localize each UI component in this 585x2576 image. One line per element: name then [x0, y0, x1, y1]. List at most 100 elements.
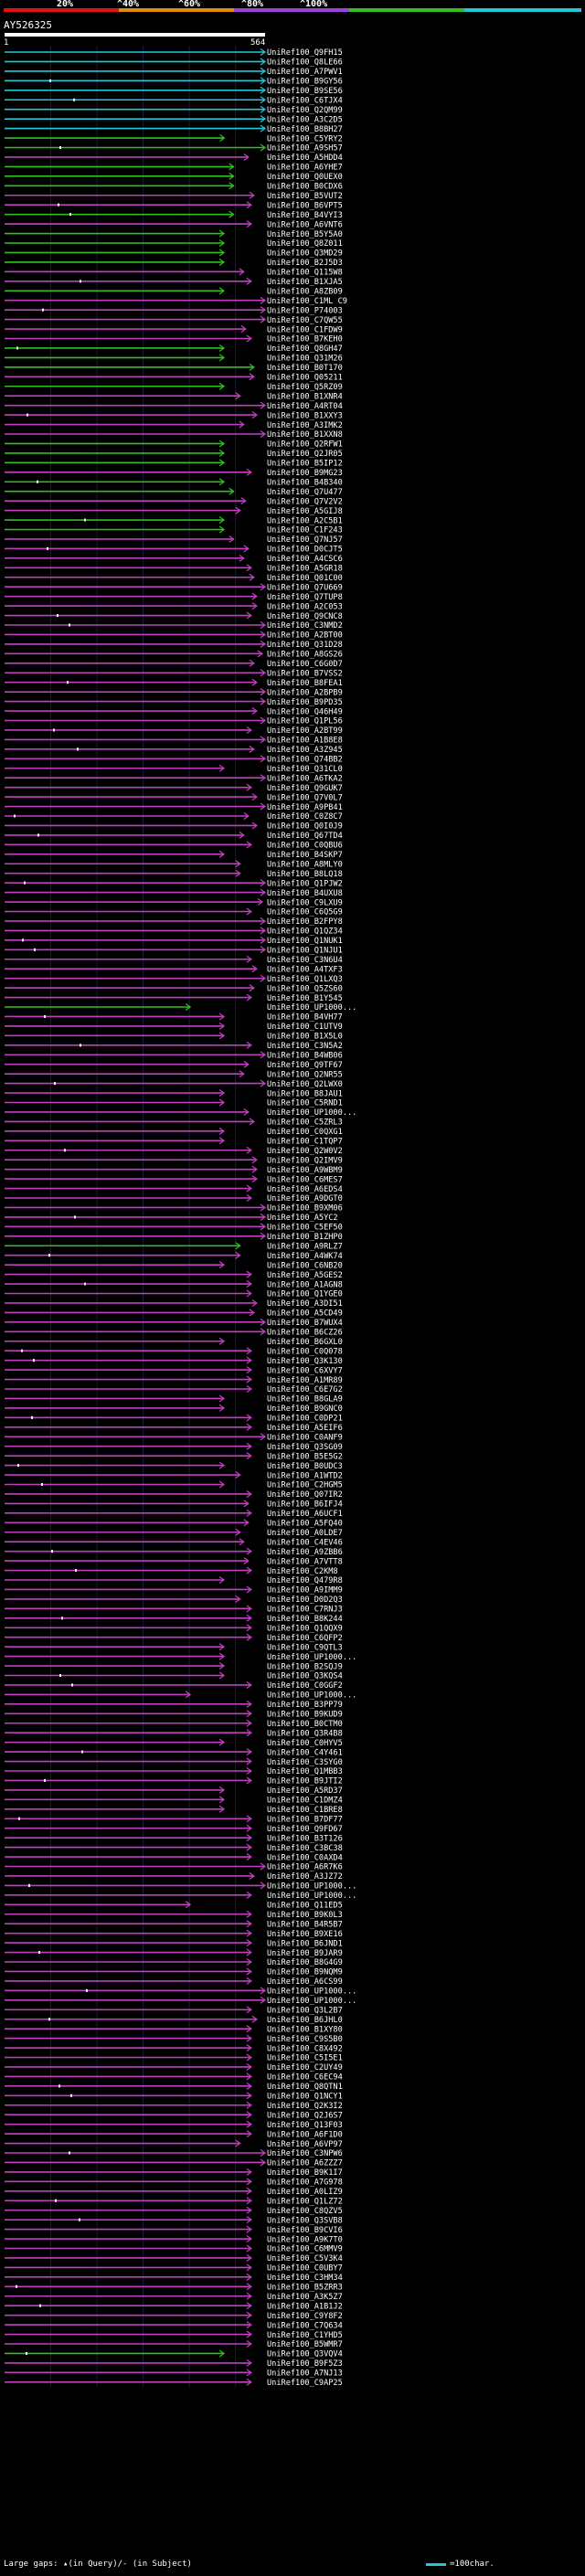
hit-label[interactable]: UniRef100_Q8QTN1	[267, 2083, 343, 2092]
hit-row[interactable]: UniRef100_B7VSS2	[5, 669, 343, 678]
hit-row[interactable]: UniRef100_C5RND1	[5, 1098, 343, 1108]
hit-row[interactable]: UniRef100_Q2J6S7	[5, 2111, 343, 2120]
hit-label[interactable]: UniRef100_Q31CL0	[267, 765, 343, 774]
hit-row[interactable]: UniRef100_B8JAU1	[5, 1089, 343, 1098]
hit-label[interactable]: UniRef100_Q67TD4	[267, 832, 343, 841]
hit-label[interactable]: UniRef100_B9GY56	[267, 78, 343, 87]
hit-label[interactable]: UniRef100_C9LXU9	[267, 898, 343, 907]
hit-label[interactable]: UniRef100_Q3K130	[267, 1357, 343, 1366]
hit-label[interactable]: UniRef100_C0HYV5	[267, 1739, 343, 1748]
hit-label[interactable]: UniRef100_Q7V0L7	[267, 793, 343, 802]
hit-label[interactable]: UniRef100_A6YHE7	[267, 164, 343, 173]
hit-label[interactable]: UniRef100_C0Z8C7	[267, 812, 343, 822]
hit-label[interactable]: UniRef100_C7Q634	[267, 2321, 343, 2330]
hit-label[interactable]: UniRef100_B9F5Z3	[267, 2359, 343, 2369]
hit-row[interactable]: UniRef100_P74003	[5, 306, 343, 315]
hit-row[interactable]: UniRef100_A9IMM9	[5, 1585, 343, 1595]
hit-row[interactable]: UniRef100_Q9TF67	[5, 1060, 343, 1070]
hit-row[interactable]: UniRef100_A9SH57	[5, 143, 343, 154]
hit-label[interactable]: UniRef100_B5WMR7	[267, 2340, 343, 2349]
hit-row[interactable]: UniRef100_C7QW55	[5, 315, 343, 325]
hit-row[interactable]: UniRef100_A5GES2	[5, 1270, 343, 1280]
hit-row[interactable]: UniRef100_A3K5Z7	[5, 2292, 343, 2302]
hit-label[interactable]: UniRef100_Q3MD29	[267, 249, 343, 259]
hit-label[interactable]: UniRef100_B8G4G9	[267, 1958, 343, 1967]
hit-label[interactable]: UniRef100_UP1000...	[267, 1988, 356, 1997]
hit-row[interactable]: UniRef100_C0HYV5	[5, 1738, 343, 1748]
hit-label[interactable]: UniRef100_B8JAU1	[267, 1089, 343, 1098]
hit-row[interactable]: UniRef100_B1XXY3	[5, 411, 343, 420]
hit-label[interactable]: UniRef100_C3NPW6	[267, 2149, 343, 2158]
hit-label[interactable]: UniRef100_A1B1J2	[267, 2302, 343, 2311]
hit-label[interactable]: UniRef100_Q3SVB8	[267, 2216, 343, 2225]
hit-row[interactable]: UniRef100_C3HM34	[5, 2273, 343, 2283]
hit-label[interactable]: UniRef100_B4WB06	[267, 1051, 343, 1060]
hit-row[interactable]: UniRef100_A8MLY0	[5, 860, 343, 869]
hit-row[interactable]: UniRef100_Q5RZ09	[5, 382, 343, 392]
hit-label[interactable]: UniRef100_Q0I0J9	[267, 822, 343, 832]
hit-row[interactable]: UniRef100_C0DP21	[5, 1414, 343, 1424]
hit-row[interactable]: UniRef100_A9ZBB6	[5, 1547, 343, 1557]
hit-label[interactable]: UniRef100_Q0UEX0	[267, 173, 343, 182]
hit-row[interactable]: UniRef100_Q2QM99	[5, 105, 343, 115]
hit-row[interactable]: UniRef100_A6EDS4	[5, 1184, 343, 1194]
hit-row[interactable]: UniRef100_B1XNR4	[5, 392, 343, 401]
hit-label[interactable]: UniRef100_B9GNC0	[267, 1405, 343, 1414]
hit-row[interactable]: UniRef100_UP1000...	[5, 1987, 356, 1997]
hit-row[interactable]: UniRef100_A5HDD4	[5, 153, 343, 163]
hit-row[interactable]: UniRef100_C6MMV9	[5, 2244, 343, 2254]
hit-row[interactable]: UniRef100_A7NJ13	[5, 2369, 343, 2379]
hit-label[interactable]: UniRef100_A3DI51	[267, 1299, 343, 1309]
hit-row[interactable]: UniRef100_A5GR18	[5, 564, 343, 574]
hit-label[interactable]: UniRef100_C9Y8F2	[267, 2312, 343, 2321]
hit-label[interactable]: UniRef100_A6VP97	[267, 2140, 343, 2149]
hit-row[interactable]: UniRef100_B0T170	[5, 363, 343, 373]
hit-label[interactable]: UniRef100_C6G0D7	[267, 660, 343, 669]
hit-row[interactable]: UniRef100_B9XM06	[5, 1203, 343, 1214]
hit-label[interactable]: UniRef100_C1F243	[267, 526, 343, 535]
hit-row[interactable]: UniRef100_B9JAR9	[5, 1948, 343, 1958]
hit-row[interactable]: UniRef100_B3T126	[5, 1834, 343, 1843]
hit-label[interactable]: UniRef100_B8GLA9	[267, 1395, 343, 1405]
hit-row[interactable]: UniRef100_B4B340	[5, 478, 343, 487]
hit-label[interactable]: UniRef100_A5EIF6	[267, 1424, 343, 1433]
hit-row[interactable]: UniRef100_Q1NUK1	[5, 936, 343, 946]
hit-row[interactable]: UniRef100_B5WMR7	[5, 2340, 343, 2349]
hit-label[interactable]: UniRef100_A4CSC6	[267, 555, 343, 564]
hit-row[interactable]: UniRef100_Q479R8	[5, 1576, 343, 1585]
hit-label[interactable]: UniRef100_Q11ED5	[267, 1902, 343, 1911]
hit-label[interactable]: UniRef100_B1XY80	[267, 2025, 343, 2034]
hit-label[interactable]: UniRef100_B6CZ26	[267, 1329, 343, 1338]
hit-label[interactable]: UniRef100_Q1PJW2	[267, 879, 343, 888]
hit-row[interactable]: UniRef100_A0LDE7	[5, 1528, 343, 1538]
hit-label[interactable]: UniRef100_B6JND1	[267, 1939, 343, 1948]
hit-label[interactable]: UniRef100_Q1LXQ3	[267, 975, 343, 984]
hit-row[interactable]: UniRef100_A1B1J2	[5, 2302, 343, 2311]
hit-row[interactable]: UniRef100_Q2W0V2	[5, 1146, 343, 1156]
hit-label[interactable]: UniRef100_B9JTI2	[267, 1777, 343, 1786]
hit-label[interactable]: UniRef100_A7PWV1	[267, 68, 343, 77]
hit-row[interactable]: UniRef100_A8ZB09	[5, 287, 343, 296]
hit-row[interactable]: UniRef100_Q3KQS4	[5, 1671, 343, 1681]
hit-label[interactable]: UniRef100_A6VNT6	[267, 220, 343, 229]
hit-row[interactable]: UniRef100_Q3MD29	[5, 249, 343, 259]
hit-row[interactable]: UniRef100_UP1000...	[5, 1108, 356, 1118]
hit-row[interactable]: UniRef100_B1Y545	[5, 993, 343, 1003]
hit-row[interactable]: UniRef100_B5Y5A0	[5, 229, 343, 239]
hit-label[interactable]: UniRef100_Q9CNC8	[267, 612, 343, 621]
hit-label[interactable]: UniRef100_P74003	[267, 306, 343, 315]
hit-label[interactable]: UniRef100_UP1000...	[267, 1653, 356, 1662]
hit-label[interactable]: UniRef100_B1XJA5	[267, 278, 343, 287]
hit-row[interactable]: UniRef100_Q01C00	[5, 573, 343, 583]
hit-row[interactable]: UniRef100_C6E7G2	[5, 1385, 343, 1394]
hit-row[interactable]: UniRef100_C1YHD5	[5, 2330, 343, 2340]
hit-label[interactable]: UniRef100_B5Y5A0	[267, 230, 343, 239]
hit-row[interactable]: UniRef100_B8BH27	[5, 124, 343, 134]
hit-label[interactable]: UniRef100_Q115W8	[267, 269, 343, 278]
hit-label[interactable]: UniRef100_A8MLY0	[267, 860, 343, 869]
hit-label[interactable]: UniRef100_Q1PL56	[267, 717, 343, 726]
hit-label[interactable]: UniRef100_A7NJ13	[267, 2369, 343, 2379]
hit-row[interactable]: UniRef100_A4RT04	[5, 401, 343, 411]
hit-row[interactable]: UniRef100_B9NQM9	[5, 1967, 343, 1977]
hit-label[interactable]: UniRef100_C0GGF2	[267, 1681, 343, 1691]
